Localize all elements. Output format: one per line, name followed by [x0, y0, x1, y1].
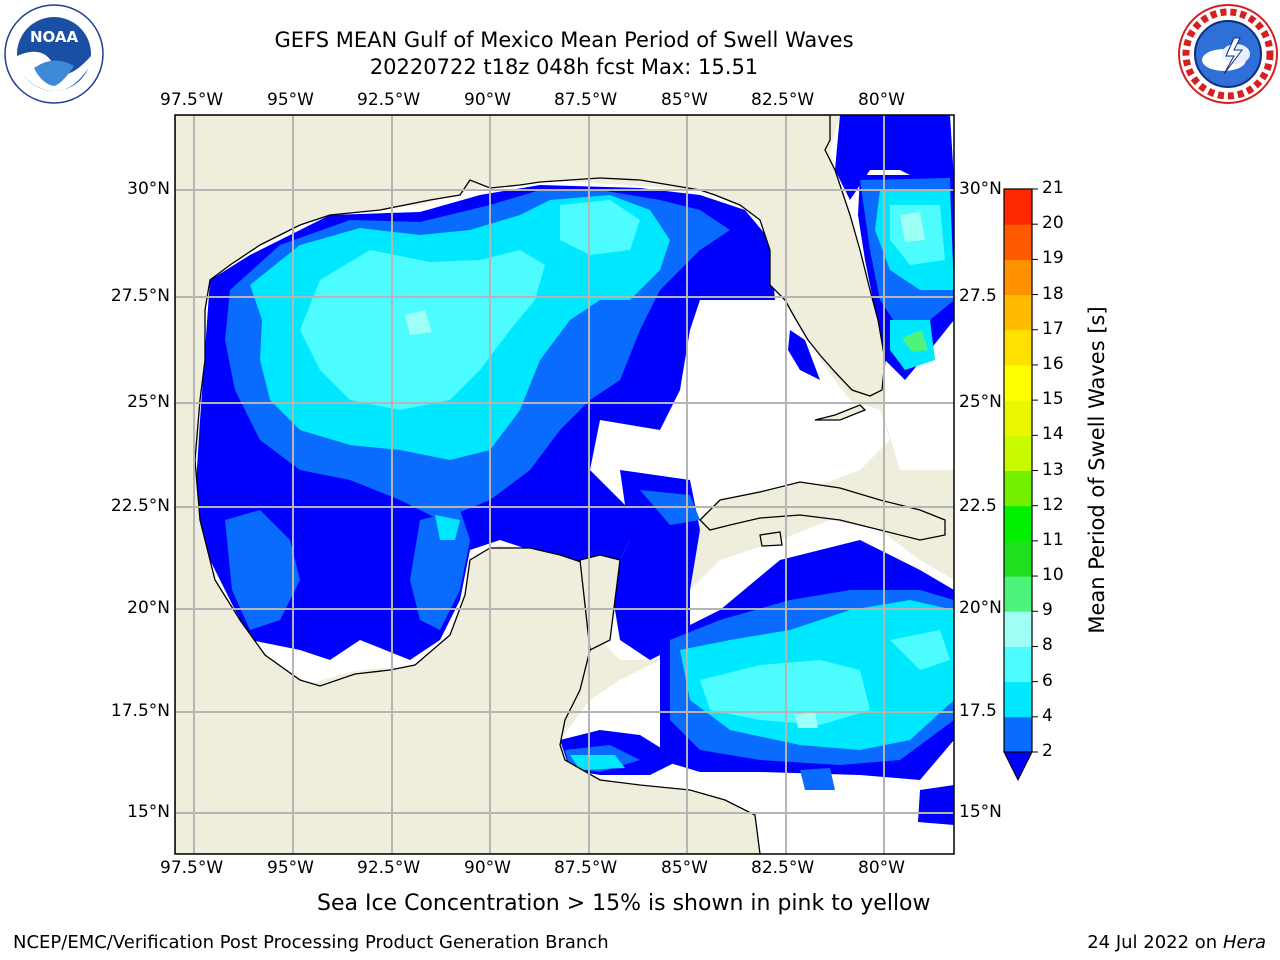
colorbar-tick-label: 14	[1042, 424, 1064, 445]
lat-tick-left: 30°N	[127, 179, 170, 199]
colorbar-tick-label: 21	[1042, 178, 1064, 198]
colorbar-tick-label: 16	[1042, 353, 1064, 374]
lon-tick-top: 95°W	[267, 90, 314, 110]
swell-fill-9-10	[902, 330, 928, 352]
lat-tick-right: 17.5	[959, 701, 997, 721]
jamaica-land	[759, 531, 783, 547]
footer-date-text: 24 Jul 2022 on	[1087, 932, 1223, 953]
lon-tick-bottom: 85°W	[661, 858, 708, 878]
colorbar-tick-label: 20	[1042, 213, 1064, 234]
colorbar-tick-label: 4	[1042, 705, 1053, 726]
lon-tick-bottom: 90°W	[464, 858, 511, 878]
colorbar-tick-label: 10	[1042, 565, 1064, 586]
lat-tick-right: 30°N	[959, 179, 1002, 199]
lon-tick-top: 92.5°W	[357, 90, 421, 110]
lat-tick-left: 20°N	[127, 598, 170, 618]
colorbar-tick-label: 11	[1042, 529, 1064, 550]
footer-date: 24 Jul 2022 on Hera	[1087, 932, 1266, 953]
lon-tick-top: 80°W	[858, 90, 905, 110]
lat-tick-left: 15°N	[127, 802, 170, 822]
colorbar-tick-label: 9	[1042, 600, 1053, 621]
lon-tick-bottom: 82.5°W	[751, 858, 815, 878]
colorbar-tick-label: 15	[1042, 389, 1064, 410]
lon-tick-bottom: 80°W	[858, 858, 905, 878]
lat-tick-left: 22.5°N	[110, 496, 170, 516]
lon-tick-top: 82.5°W	[751, 90, 815, 110]
chart-title: GEFS MEAN Gulf of Mexico Mean Period of …	[274, 28, 854, 52]
lon-tick-top: 85°W	[661, 90, 708, 110]
colorbar-tick-label: 12	[1042, 494, 1064, 515]
lon-tick-bottom: 95°W	[267, 858, 314, 878]
lat-tick-right: 15°N	[959, 802, 1002, 822]
graticule	[175, 115, 954, 854]
noaa-logo: NOAA	[4, 4, 104, 104]
colorbar-tick-label: 2	[1042, 741, 1053, 761]
chart-subtitle: 20220722 t18z 048h fcst Max: 15.51	[369, 55, 759, 79]
lon-tick-bottom: 97.5°W	[160, 858, 224, 878]
colorbar-tick-label: 6	[1042, 670, 1053, 691]
colorbar-tick-label: 18	[1042, 283, 1064, 304]
colorbar-tick-label: 13	[1042, 459, 1064, 480]
lat-tick-left: 17.5°N	[110, 701, 170, 721]
svg-text:NOAA: NOAA	[30, 28, 79, 46]
footer-credit: NCEP/EMC/Verification Post Processing Pr…	[13, 932, 609, 953]
florida-keys-land	[814, 404, 867, 421]
lat-tick-right: 20°N	[959, 598, 1002, 618]
lon-tick-bottom: 92.5°W	[357, 858, 421, 878]
lon-tick-top: 90°W	[464, 90, 511, 110]
sea-ice-caption: Sea Ice Concentration > 15% is shown in …	[317, 891, 931, 916]
map-frame	[174, 114, 955, 855]
lat-tick-right: 25°N	[959, 392, 1002, 412]
lat-tick-left: 25°N	[127, 392, 170, 412]
map-content	[175, 115, 954, 854]
nws-logo	[1178, 4, 1278, 104]
swell-fill-8-9	[405, 212, 925, 728]
lat-tick-right: 22.5	[959, 496, 997, 516]
lat-tick-right: 27.5	[959, 286, 997, 306]
colorbar-tick-label: 19	[1042, 248, 1064, 269]
colorbar-label: Mean Period of Swell Waves [s]	[1085, 306, 1109, 634]
lon-tick-bottom: 87.5°W	[554, 858, 618, 878]
colorbar-tick-label: 17	[1042, 318, 1064, 339]
lon-tick-top: 87.5°W	[554, 90, 618, 110]
lon-tick-top: 97.5°W	[160, 90, 224, 110]
colorbar-tick-label: 8	[1042, 635, 1053, 656]
footer-host: Hera	[1222, 932, 1266, 953]
lat-tick-left: 27.5°N	[110, 286, 170, 306]
